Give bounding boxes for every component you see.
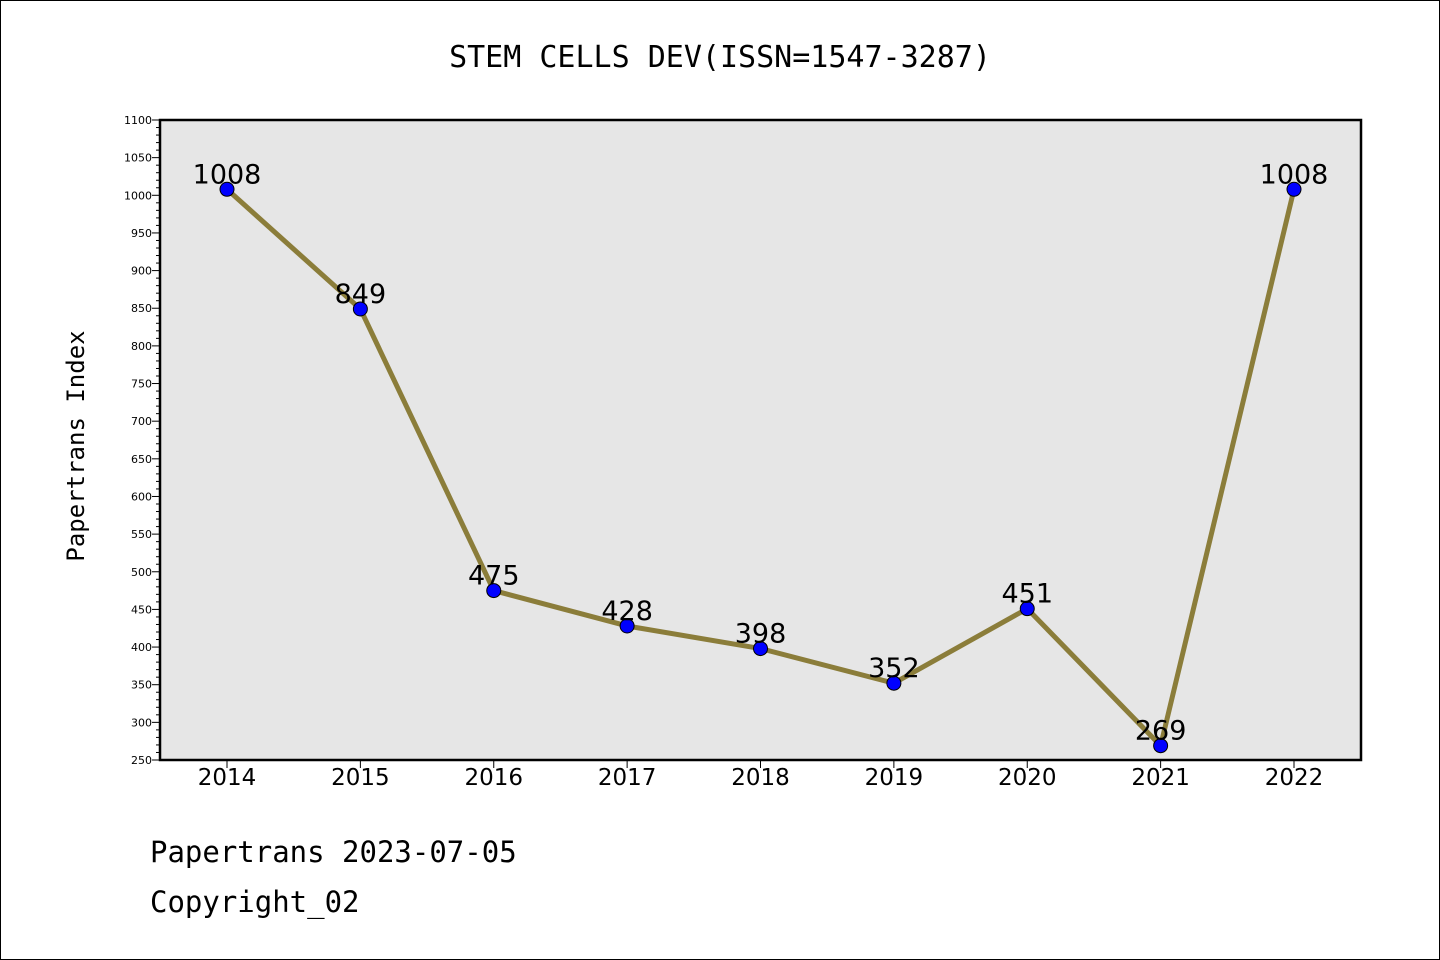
- data-point: [1019, 601, 1035, 617]
- data-label: 849: [335, 279, 387, 310]
- chart-title: STEM CELLS DEV(ISSN=1547-3287): [449, 40, 991, 75]
- y-tick-label: 700: [131, 415, 152, 428]
- x-tick-label: 2019: [865, 765, 924, 791]
- footer-copyright: Copyright_02: [150, 885, 360, 919]
- series-layer: [219, 181, 1302, 754]
- y-tick-label: 1050: [124, 152, 152, 165]
- y-tick-label: 450: [131, 603, 152, 616]
- data-point: [619, 618, 635, 634]
- footer-date: Papertrans 2023-07-05: [150, 835, 517, 869]
- y-tick-label: 800: [131, 340, 152, 353]
- x-tick-label: 2015: [331, 765, 390, 791]
- data-point: [753, 641, 768, 657]
- x-tick-label: 2018: [731, 765, 790, 791]
- x-axis: 2014 2015 2016 2017 2018 2019 2020 2021 2022: [198, 760, 1324, 791]
- y-tick-label: 400: [131, 641, 152, 654]
- data-label: 398: [735, 619, 787, 650]
- data-labels: 1008 849 475 428 398 352 451 269 1008: [193, 159, 1329, 746]
- y-tick-label: 600: [131, 490, 152, 503]
- data-label: 352: [868, 653, 920, 684]
- data-point: [352, 301, 368, 317]
- data-point: [219, 181, 235, 197]
- data-point: [886, 675, 902, 691]
- y-axis: 250 300 350 400 450 500 550 600 650 700 750 800 850 9…: [124, 114, 160, 767]
- data-point: [1153, 738, 1169, 754]
- data-label: 269: [1135, 716, 1187, 747]
- y-tick-label: 950: [131, 227, 152, 240]
- data-point: [1286, 181, 1302, 197]
- y-tick-label: 750: [131, 378, 152, 391]
- y-tick-label: 650: [131, 453, 152, 466]
- y-tick-label: 1000: [124, 189, 152, 202]
- y-tick-label: 500: [131, 566, 152, 579]
- x-tick-label: 2016: [464, 765, 523, 791]
- y-tick-label: 1100: [124, 114, 152, 127]
- x-tick-label: 2017: [598, 765, 657, 791]
- y-tick-label: 900: [131, 265, 152, 278]
- data-label: 1008: [193, 159, 262, 190]
- y-tick-label: 250: [131, 754, 152, 767]
- x-tick-label: 2020: [998, 765, 1057, 791]
- data-label: 475: [468, 561, 520, 592]
- y-tick-label: 550: [131, 528, 152, 541]
- y-tick-label: 850: [131, 302, 152, 315]
- data-label: 1008: [1260, 159, 1329, 190]
- data-label: 451: [1001, 579, 1053, 610]
- y-tick-label: 300: [131, 716, 152, 729]
- data-label: 428: [601, 596, 653, 627]
- y-tick-label: 350: [131, 679, 152, 692]
- y-axis-label: Papertrans Index: [62, 330, 90, 561]
- x-tick-label: 2022: [1265, 765, 1324, 791]
- x-tick-label: 2014: [198, 765, 257, 791]
- data-point: [486, 583, 502, 599]
- x-tick-label: 2021: [1131, 765, 1190, 791]
